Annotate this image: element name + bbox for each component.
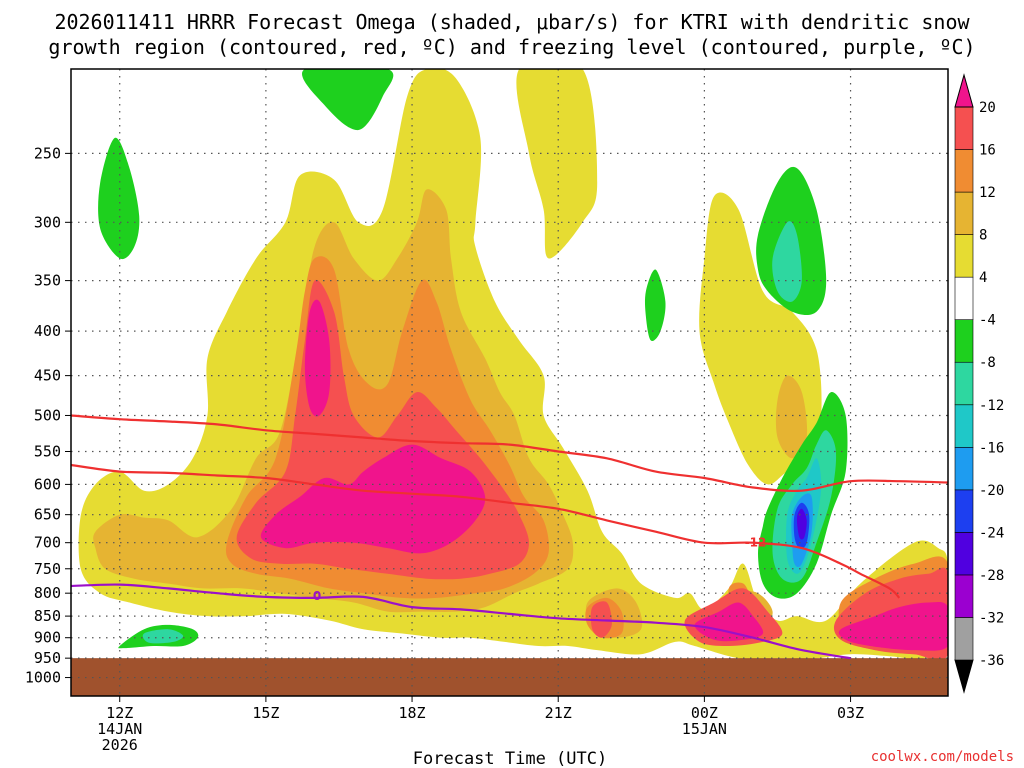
y-tick-label-600: 600 — [34, 475, 61, 493]
y-axis: 250 300 350 400 450 500 550 600 650 700 750 800 850 9… — [25, 144, 71, 687]
x-tick-label-15Z: 15Z — [252, 704, 279, 722]
colorbar-swatch-5 — [954, 447, 974, 491]
plot-frame — [70, 68, 949, 697]
y-tick-label-550: 550 — [34, 443, 61, 461]
contour-label-1: -12 — [745, 536, 767, 550]
colorbar-label--12: -12 — [979, 398, 1004, 414]
colorbar-label-16: 16 — [979, 143, 996, 159]
x-axis-label: Forecast Time (UTC) — [413, 749, 607, 768]
colorbar-min-triangle — [954, 659, 974, 694]
shade-omega-4-8-top — [516, 69, 598, 259]
x-tick-label-12Z: 12Z — [106, 704, 133, 722]
y-tick-label-700: 700 — [34, 534, 61, 552]
colorbar-label--32: -32 — [979, 610, 1004, 626]
y-tick-label-450: 450 — [34, 367, 61, 385]
x-tick-sublabel-12Z-1: 2026 — [102, 736, 138, 754]
shade-omega-m24-m28 — [796, 508, 807, 540]
credit-text: coolwx.com/models — [871, 749, 1014, 765]
colorbar-label--4: -4 — [979, 313, 996, 329]
y-tick-label-650: 650 — [34, 506, 61, 524]
contour-dgz-bottom — [71, 463, 901, 599]
y-tick-label-900: 900 — [34, 629, 61, 647]
shade-omega-gt20-d — [838, 602, 948, 651]
ground-layer — [71, 658, 948, 696]
shade-omega-m4-m8-b — [302, 69, 394, 131]
colorbar: -36 -32 -28 -24 -20 -16 -12 -8 -4 4 8 12 16 20 — [954, 73, 1004, 694]
x-tick-label-03Z: 03Z — [837, 704, 864, 722]
omega-shading — [78, 69, 948, 661]
colorbar-swatch-9 — [954, 276, 974, 320]
colorbar-label-20: 20 — [979, 100, 996, 116]
colorbar-label--16: -16 — [979, 440, 1004, 456]
shade-omega-gt20-b — [304, 299, 331, 417]
y-tick-label-850: 850 — [34, 607, 61, 625]
plot-area: 0 -12 — [71, 69, 948, 696]
colorbar-label-4: 4 — [979, 270, 987, 286]
colorbar-swatch-7 — [954, 361, 974, 406]
x-tick-sublabel-00Z-0: 15JAN — [682, 720, 727, 738]
y-tick-label-1000: 1000 — [25, 669, 61, 687]
contour-dgz-top — [71, 414, 948, 493]
colorbar-swatch-6 — [954, 404, 974, 448]
colorbar-swatch-8 — [954, 319, 974, 363]
shade-omega-m8-m12-c — [142, 629, 184, 644]
colorbar-swatch-3 — [954, 532, 974, 576]
colorbar-swatch-11 — [954, 191, 974, 235]
colorbar-label-8: 8 — [979, 228, 987, 244]
colorbar-swatch-13 — [954, 106, 974, 150]
shade-omega-m4-m8-a — [98, 137, 140, 260]
colorbar-swatch-12 — [954, 149, 974, 193]
y-tick-label-500: 500 — [34, 406, 61, 424]
shade-omega-m8-m12-b — [772, 221, 802, 302]
contour-layer: 0 -12 — [71, 414, 948, 660]
x-tick-sublabel-12Z-0: 14JAN — [97, 720, 142, 738]
shade-omega-gt20-c — [694, 602, 764, 642]
x-tick-label-00Z: 00Z — [691, 704, 718, 722]
shade-omega-gt20 — [260, 444, 486, 554]
x-tick-label-21Z: 21Z — [545, 704, 572, 722]
colorbar-swatch-4 — [954, 489, 974, 533]
y-tick-label-400: 400 — [34, 322, 61, 340]
shade-omega-8-12-d — [775, 375, 808, 459]
colorbar-label--20: -20 — [979, 483, 1004, 499]
colorbar-label--8: -8 — [979, 355, 996, 371]
y-tick-label-350: 350 — [34, 272, 61, 290]
colorbar-label--36: -36 — [979, 653, 1004, 669]
colorbar-swatch-2 — [954, 574, 974, 618]
colorbar-label--28: -28 — [979, 568, 1004, 584]
colorbar-swatch-10 — [954, 234, 974, 278]
y-tick-label-950: 950 — [34, 649, 61, 667]
y-tick-label-750: 750 — [34, 560, 61, 578]
y-tick-label-300: 300 — [34, 213, 61, 231]
colorbar-label--24: -24 — [979, 525, 1004, 541]
y-tick-label-250: 250 — [34, 144, 61, 162]
chart-title-line1: 2026011411 HRRR Forecast Omega (shaded, … — [54, 10, 970, 34]
colorbar-label-12: 12 — [979, 185, 996, 201]
ground-fill — [71, 658, 948, 696]
contour-freezing-level — [71, 583, 851, 660]
x-tick-label-18Z: 18Z — [399, 704, 426, 722]
chart-title-line2: growth region (contoured, red, ºC) and f… — [48, 35, 975, 59]
colorbar-swatch-1 — [954, 617, 974, 661]
y-tick-label-800: 800 — [34, 584, 61, 602]
colorbar-max-triangle — [954, 73, 974, 108]
shade-omega-m4-m8-c — [644, 269, 666, 341]
contour-label-0: 0 — [313, 589, 321, 603]
